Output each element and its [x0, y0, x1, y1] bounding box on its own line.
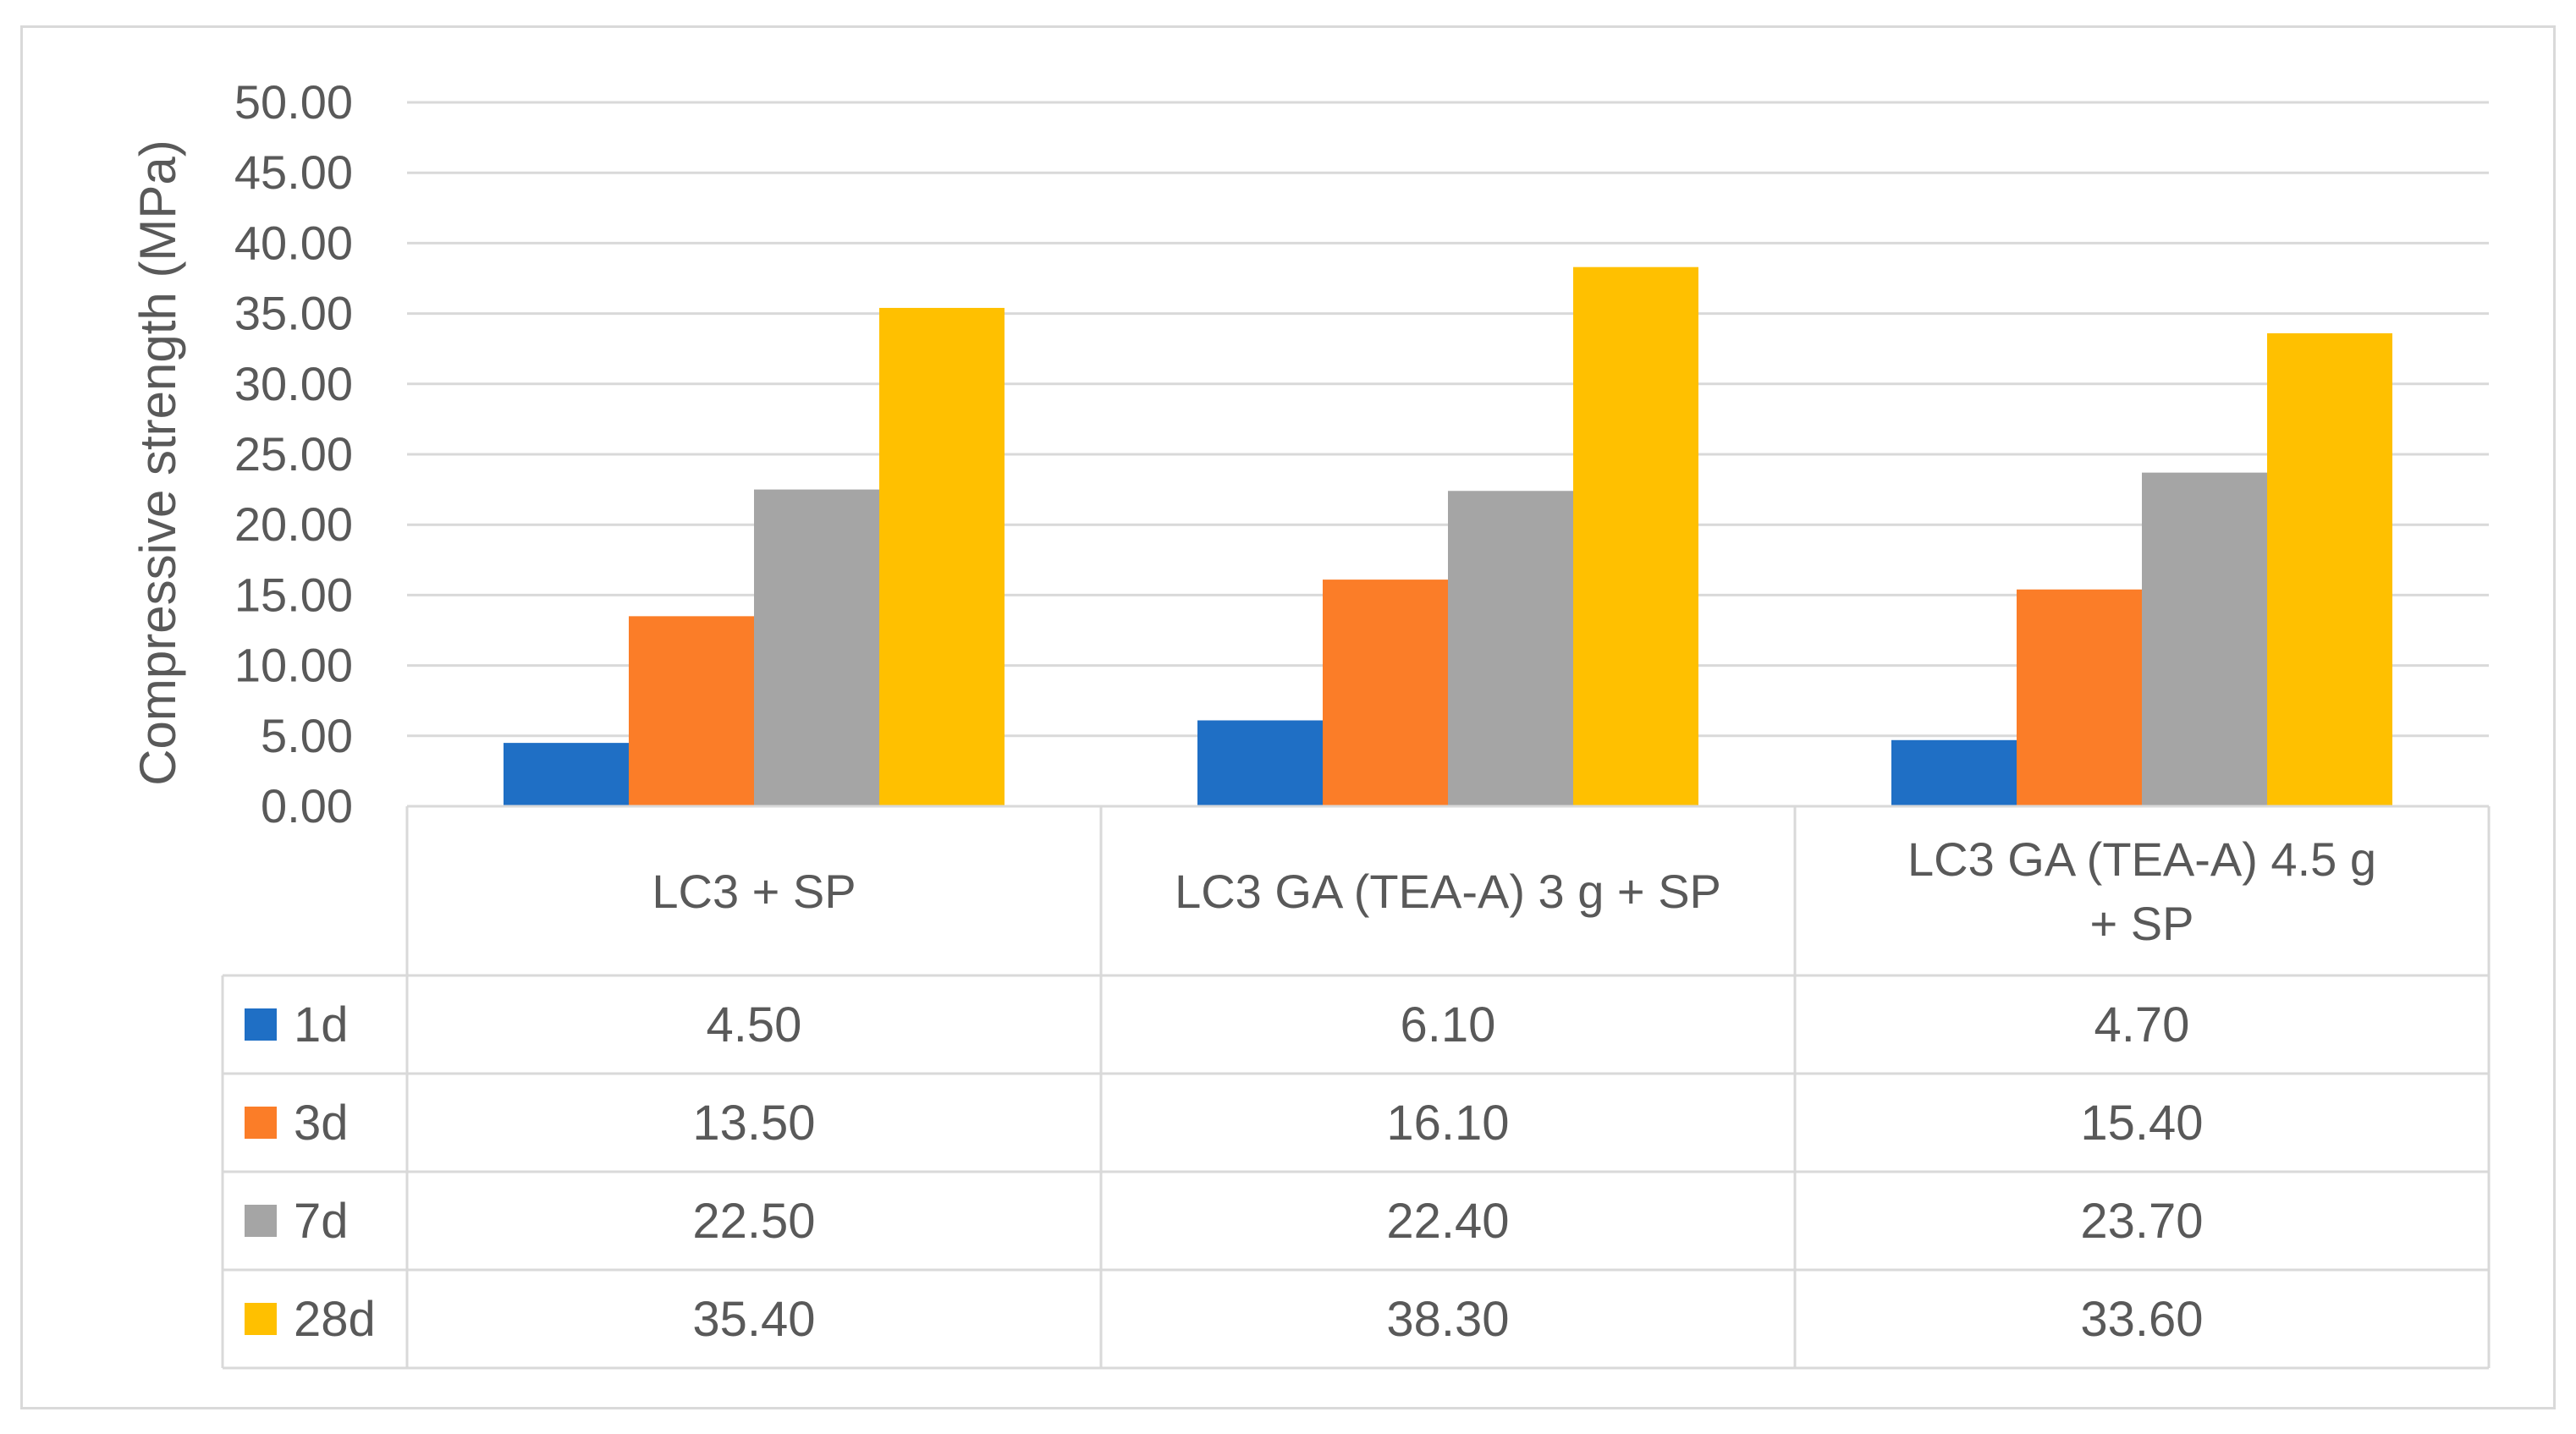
- bar-7d-1: [754, 489, 879, 806]
- bar-28d-3: [2267, 332, 2392, 806]
- y-tick-label: 30.00: [234, 357, 353, 410]
- bar-1d-1: [504, 743, 629, 806]
- y-tick-label: 15.00: [234, 568, 353, 621]
- bar-3d-2: [1323, 580, 1448, 806]
- bar-7d-2: [1448, 491, 1573, 806]
- data-label-3d-3: 15.40: [2080, 1096, 2203, 1151]
- y-tick-label: 25.00: [234, 427, 353, 481]
- category-label: LC3 + SP: [652, 865, 856, 918]
- bar-7d-3: [2142, 472, 2267, 806]
- data-label-3d-1: 13.50: [692, 1096, 815, 1151]
- data-label-7d-2: 22.40: [1386, 1194, 1509, 1249]
- legend-label-28d: 28d: [294, 1292, 376, 1347]
- y-tick-label: 5.00: [261, 709, 353, 762]
- y-tick-label: 10.00: [234, 639, 353, 692]
- data-label-28d-3: 33.60: [2080, 1292, 2203, 1347]
- bar-chart: 0.00 5.00 10.00 15.00 20.00 25.00 30.00 35.00 40…: [129, 75, 2491, 1370]
- y-tick-label: 20.00: [234, 497, 353, 551]
- data-label-7d-3: 23.70: [2080, 1194, 2203, 1249]
- legend-key-3d: [245, 1107, 277, 1139]
- legend-label-3d: 3d: [294, 1096, 349, 1151]
- y-axis-title: Compressive strength (MPa): [129, 140, 186, 786]
- y-tick-label: 40.00: [234, 216, 353, 269]
- legend-key-28d: [245, 1303, 277, 1335]
- y-tick-label: 50.00: [234, 75, 353, 129]
- legend-label-7d: 7d: [294, 1194, 349, 1249]
- category-label: LC3 GA (TEA-A) 3 g + SP: [1175, 865, 1721, 918]
- chart-frame: 0.00 5.00 10.00 15.00 20.00 25.00 30.00 35.00 40…: [20, 25, 2556, 1409]
- bar-3d-3: [2017, 589, 2142, 806]
- legend-key-7d: [245, 1205, 277, 1237]
- y-tick-label: 0.00: [261, 779, 353, 832]
- data-label-1d-1: 4.50: [707, 997, 802, 1052]
- y-tick-label: 45.00: [234, 146, 353, 199]
- y-tick-label: 35.00: [234, 287, 353, 340]
- bar-1d-3: [1891, 739, 2017, 806]
- data-label-7d-1: 22.50: [692, 1194, 815, 1249]
- category-label: + SP: [2090, 897, 2194, 950]
- legend-key-1d: [245, 1008, 277, 1041]
- category-label: LC3 GA (TEA-A) 4.5 g: [1907, 832, 2376, 886]
- bar-3d-1: [629, 616, 754, 806]
- data-label-3d-2: 16.10: [1386, 1096, 1509, 1151]
- data-label-28d-2: 38.30: [1386, 1292, 1509, 1347]
- data-label-28d-1: 35.40: [692, 1292, 815, 1347]
- data-label-1d-2: 6.10: [1401, 997, 1496, 1052]
- bar-1d-2: [1197, 720, 1323, 806]
- data-label-1d-3: 4.70: [2094, 997, 2190, 1052]
- bar-28d-1: [879, 307, 1005, 807]
- legend-label-1d: 1d: [294, 997, 349, 1052]
- bar-28d-2: [1573, 266, 1698, 806]
